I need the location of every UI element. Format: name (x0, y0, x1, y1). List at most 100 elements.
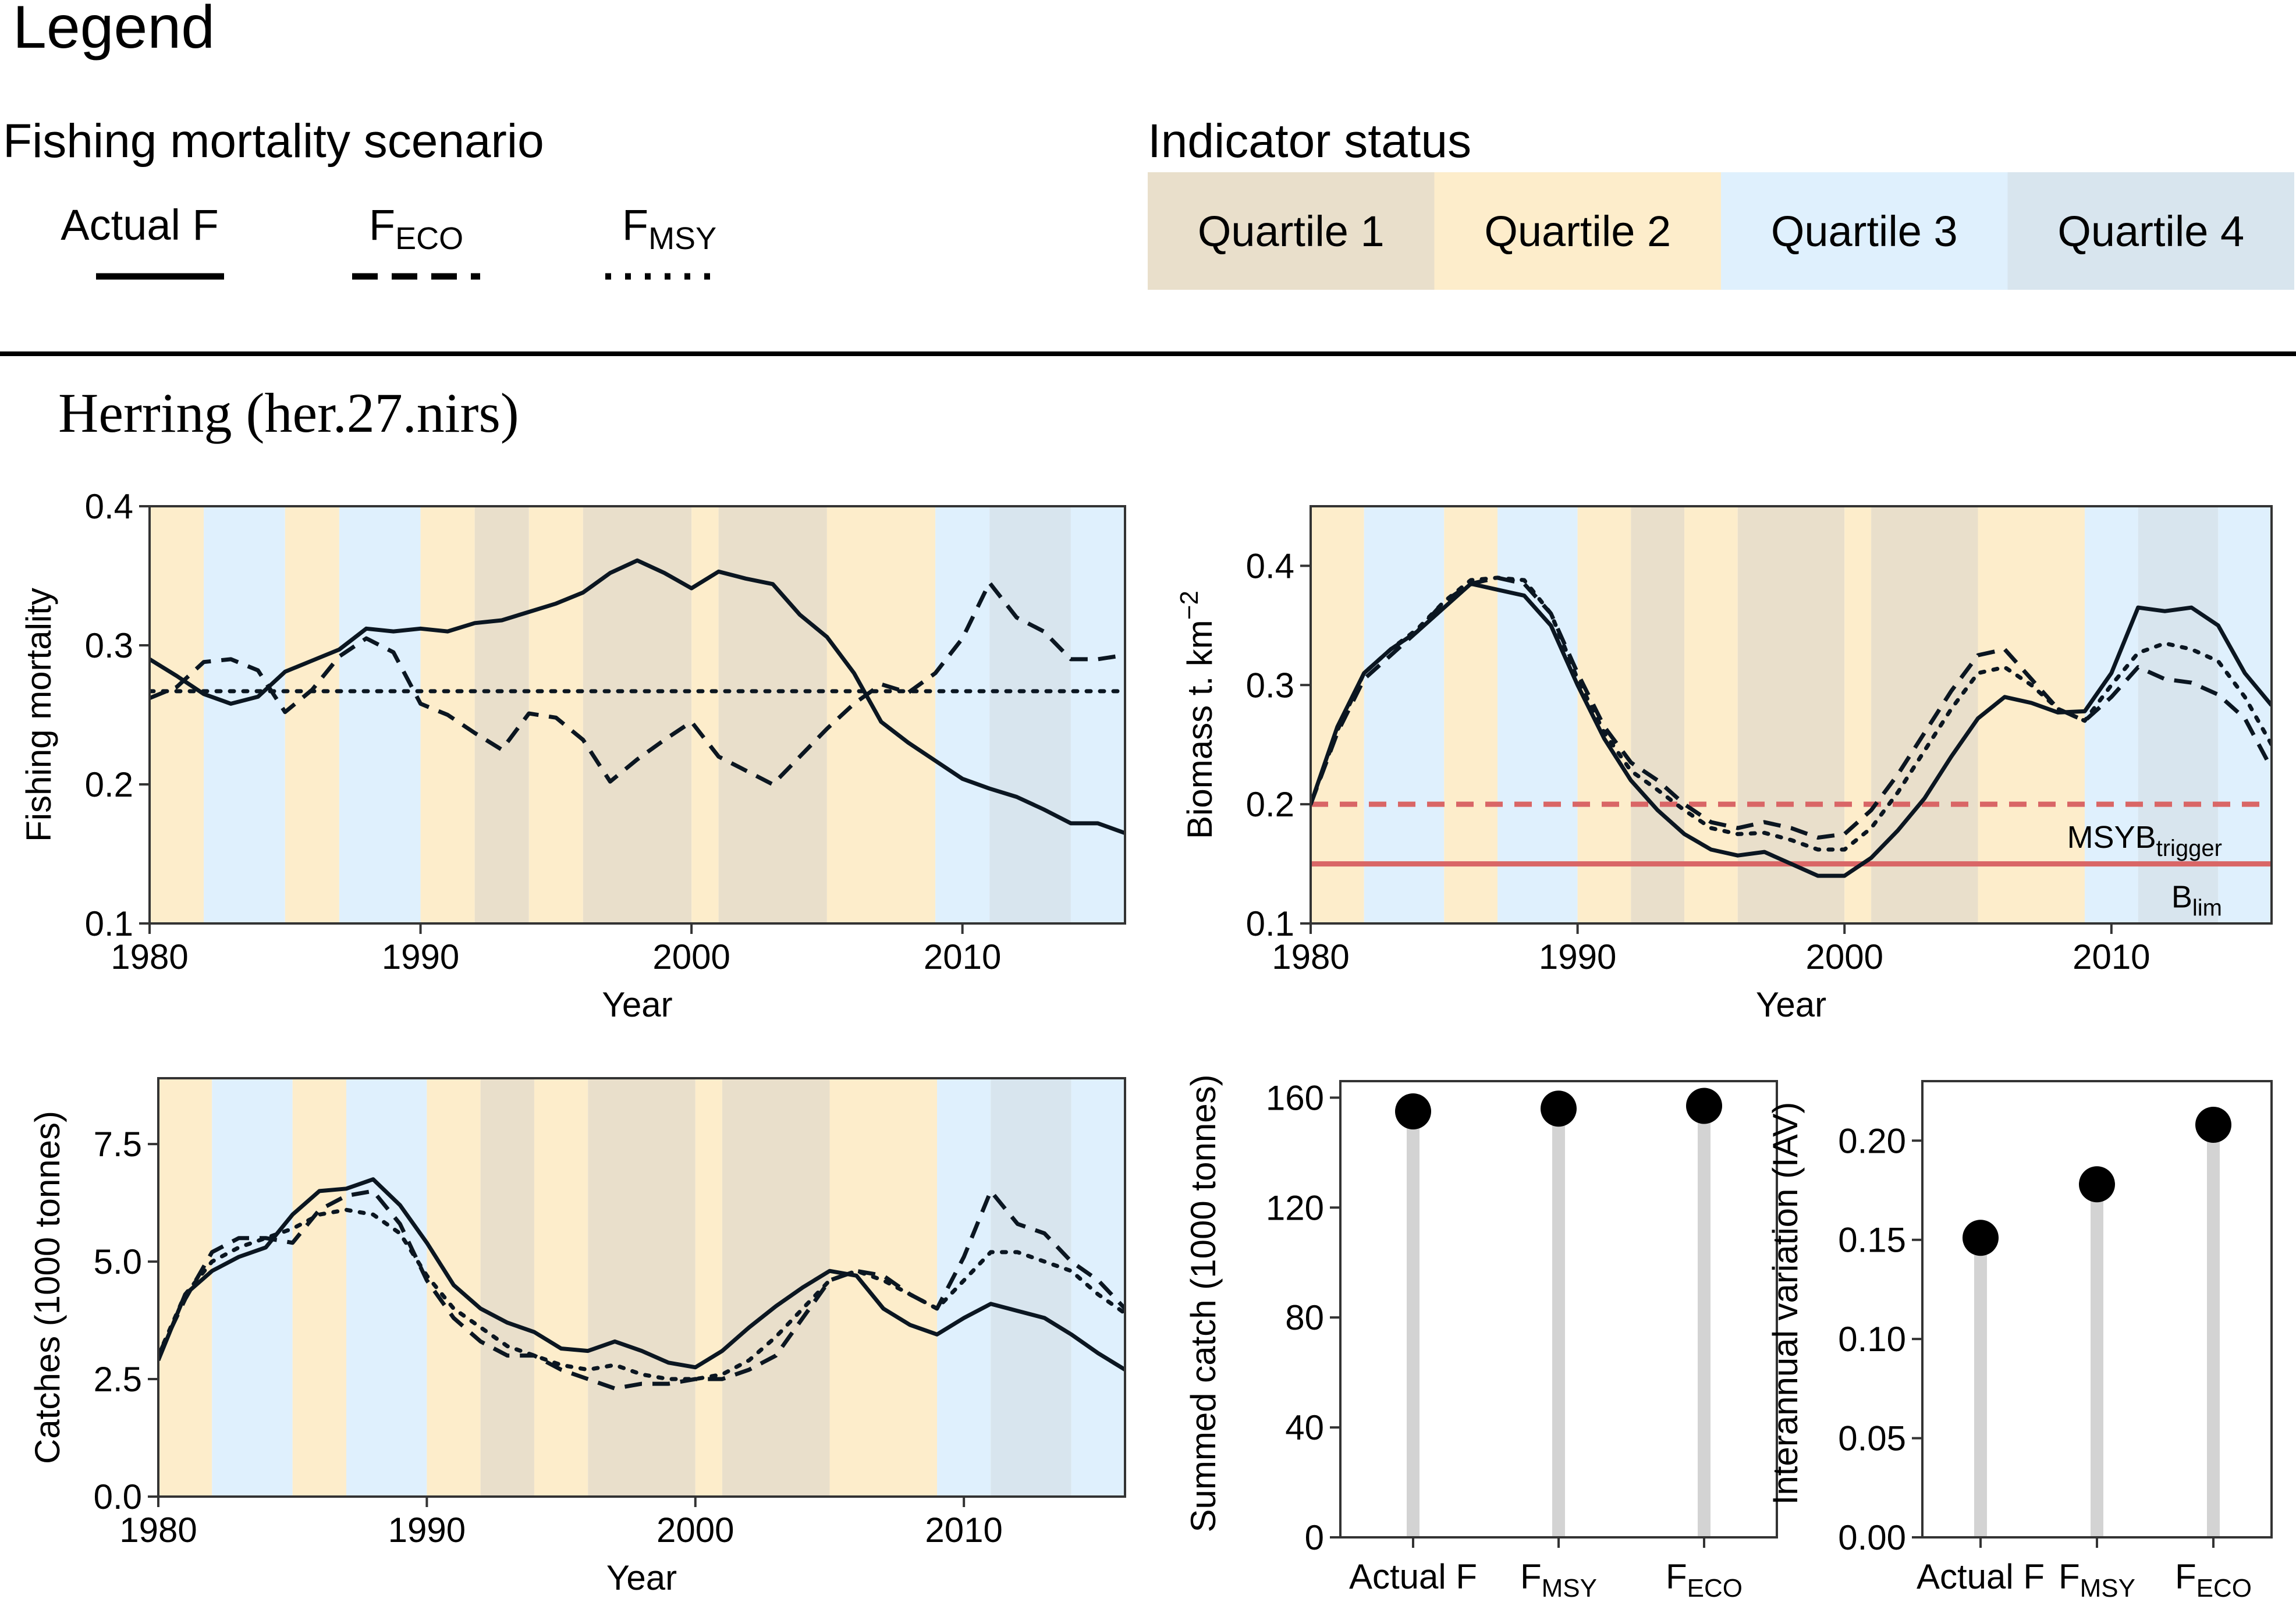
lollipop-point (2195, 1106, 2231, 1143)
status-band-q1 (1737, 506, 1845, 923)
legend-label-fmsy: FMSY (622, 201, 716, 256)
x-tick-label-main: F (1520, 1557, 1542, 1596)
status-band-q2 (534, 1078, 588, 1497)
status-band-q1 (583, 506, 692, 923)
y-tick-label: 0.4 (1246, 546, 1294, 585)
quartile-swatch-1 (1148, 172, 1435, 290)
legend-label-feco-sub: ECO (395, 221, 463, 256)
x-tick-label: 1990 (1539, 937, 1616, 976)
x-tick-label-main: F (2175, 1557, 2196, 1596)
status-band-q2 (292, 1078, 346, 1497)
plot-border (157, 1077, 1126, 1498)
status-band-q3 (1070, 506, 1125, 923)
scenario-legend: Actual F FECO FMSY (61, 201, 717, 280)
y-tick-label: 160 (1266, 1078, 1324, 1117)
x-tick-label: FECO (1666, 1557, 1743, 1603)
reference-label-main: B (2171, 880, 2192, 915)
status-band-q2 (1311, 506, 1364, 923)
x-tick-label: FMSY (1520, 1557, 1597, 1603)
x-tick-label-main: F (2059, 1557, 2080, 1596)
y-tick-label: 7.5 (94, 1125, 142, 1164)
status-band-q2 (695, 1078, 722, 1497)
series-line-fmsy (1311, 575, 2272, 852)
quartile-swatch-4 (2007, 172, 2294, 290)
x-tick-label-sub: ECO (2196, 1574, 2252, 1603)
lollipop-point (1686, 1088, 1722, 1124)
y-tick-label: 0 (1305, 1518, 1324, 1557)
y-tick-label: 40 (1285, 1408, 1324, 1447)
status-band-q3 (1071, 1078, 1125, 1497)
status-band-q3 (1364, 506, 1445, 923)
status-band-q4 (989, 506, 1071, 923)
y-tick-label: 0.3 (1246, 666, 1294, 705)
status-band-q4 (2138, 506, 2219, 923)
status-band-q1 (722, 1078, 830, 1497)
status-legend-title: Indicator status (1148, 115, 1471, 168)
y-tick-label: 0.1 (85, 904, 133, 943)
quartile-swatch-3 (1721, 172, 2008, 290)
status-band-q3 (937, 1078, 991, 1497)
lollipop-point (2079, 1166, 2115, 1203)
status-band-q3 (204, 506, 285, 923)
plot-border (148, 505, 1126, 925)
x-tick-label: 1990 (382, 937, 459, 976)
y-axis-label: Catches (1000 tonnes) (28, 1111, 67, 1464)
x-tick-label: 2010 (924, 937, 1001, 976)
quartile-label-2: Quartile 2 (1484, 207, 1671, 255)
x-tick-label: 1980 (111, 937, 188, 976)
y-tick-label: 0.2 (1246, 785, 1294, 824)
status-band-q1 (1631, 506, 1685, 923)
y-axis-label-sup: −2 (1175, 591, 1204, 620)
y-tick-label: 0.15 (1838, 1221, 1906, 1260)
status-band-q3 (212, 1078, 293, 1497)
status-band-q2 (691, 506, 719, 923)
status-band-q2 (1444, 506, 1498, 923)
legend-label-feco: FECO (369, 201, 463, 256)
legend-label-actual-f: Actual F (61, 201, 218, 249)
stock-title: Herring (her.27.nirs) (58, 382, 519, 444)
status-band-q4 (991, 1078, 1071, 1497)
legend-label-fmsy-sub: MSY (648, 221, 716, 256)
series-line-feco (158, 1189, 1125, 1391)
status-band-q3 (339, 506, 421, 923)
x-tick-label: FMSY (2059, 1557, 2135, 1603)
status-band-q2 (285, 506, 339, 923)
x-tick-label: 2000 (656, 1511, 734, 1550)
lollipop-point (1541, 1090, 1577, 1127)
status-band-q2 (826, 506, 936, 923)
x-tick-label-sub: ECO (1687, 1574, 1743, 1603)
x-tick-label: 2000 (652, 937, 730, 976)
x-tick-label-main: F (1666, 1557, 1687, 1596)
status-band-q3 (346, 1078, 427, 1497)
y-tick-label: 0.2 (85, 765, 133, 804)
scenario-legend-title: Fishing mortality scenario (3, 115, 544, 168)
x-tick-label: FECO (2175, 1557, 2252, 1603)
reference-label-sub: trigger (2156, 836, 2222, 861)
status-band-q1 (588, 1078, 695, 1497)
y-tick-label: 80 (1285, 1298, 1324, 1337)
status-band-q3 (2218, 506, 2272, 923)
x-tick-label: 1980 (1272, 937, 1349, 976)
legend-label-feco-main: F (369, 201, 395, 249)
x-tick-label: 2010 (2073, 937, 2150, 976)
series-line-actual-f (150, 558, 1125, 835)
x-tick-label: 2000 (1805, 937, 1883, 976)
y-tick-label: 0.1 (1246, 904, 1294, 943)
y-axis-label-main: Biomass t. km (1180, 620, 1219, 839)
biomass-chart: MSYBtrigger Blim 1980 1990 2000 2010 0.1 0.2 0.3… (1175, 505, 2273, 1024)
fishing-mortality-chart: 1980 1990 2000 2010 0.1 0.2 0.3 0.4 Year Fishing … (19, 487, 1126, 1024)
lollipop-point (1963, 1220, 1999, 1256)
legend-label-fmsy-main: F (622, 201, 648, 249)
x-tick-label: 2010 (925, 1511, 1002, 1550)
status-band-q3 (935, 506, 990, 923)
quartile-label-4: Quartile 4 (2057, 207, 2244, 255)
y-tick-label: 120 (1266, 1188, 1324, 1227)
quartile-legend: Quartile 1 Quartile 2 Quartile 3 Quartile 4 (1148, 172, 2294, 290)
x-tick-label: 1980 (119, 1511, 197, 1550)
catches-chart: 1980 1990 2000 2010 0.0 2.5 5.0 7.5 Year Catches … (28, 1077, 1126, 1597)
status-band-q2 (150, 506, 204, 923)
lollipop-point (1395, 1093, 1431, 1129)
